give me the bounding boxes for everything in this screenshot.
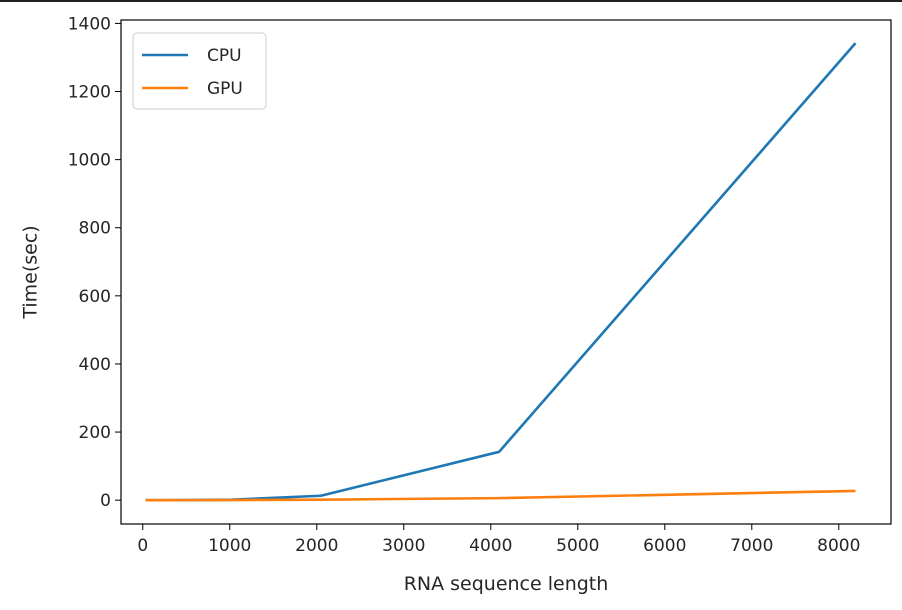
legend: CPU GPU [132, 32, 267, 110]
y-tick-label: 600 [79, 287, 111, 307]
x-tick-label: 7000 [730, 536, 773, 556]
x-axis-title: RNA sequence length [404, 573, 609, 595]
y-axis-title: Time(sec) [20, 225, 42, 319]
series-line-gpu [145, 489, 856, 502]
legend-label-gpu: GPU [207, 79, 243, 99]
y-axis-ticks: 0 200 400 600 800 1000 1200 1400 [68, 14, 121, 511]
legend-label-cpu: CPU [207, 46, 242, 66]
x-tick-label: 4000 [469, 536, 512, 556]
x-tick-label: 8000 [817, 536, 860, 556]
x-axis-ticks: 0 1000 2000 3000 4000 5000 6000 7000 8000 [137, 524, 860, 556]
series-layer [145, 42, 857, 502]
x-tick-label: 2000 [295, 536, 338, 556]
y-tick-label: 200 [79, 423, 111, 443]
x-tick-label: 0 [137, 536, 148, 556]
y-tick-label: 0 [100, 491, 111, 511]
y-tick-label: 1000 [68, 151, 111, 171]
y-tick-label: 400 [79, 355, 111, 375]
x-tick-label: 1000 [208, 536, 251, 556]
plot-area-border [120, 19, 892, 525]
x-tick-label: 5000 [556, 536, 599, 556]
y-tick-label: 1400 [68, 14, 111, 34]
series-line-cpu [145, 42, 857, 502]
y-tick-label: 800 [79, 219, 111, 239]
legend-box [132, 32, 267, 110]
x-tick-label: 3000 [382, 536, 425, 556]
y-tick-label: 1200 [68, 83, 111, 103]
x-tick-label: 6000 [643, 536, 686, 556]
plot-frame [120, 19, 892, 525]
top-border [0, 0, 902, 2]
